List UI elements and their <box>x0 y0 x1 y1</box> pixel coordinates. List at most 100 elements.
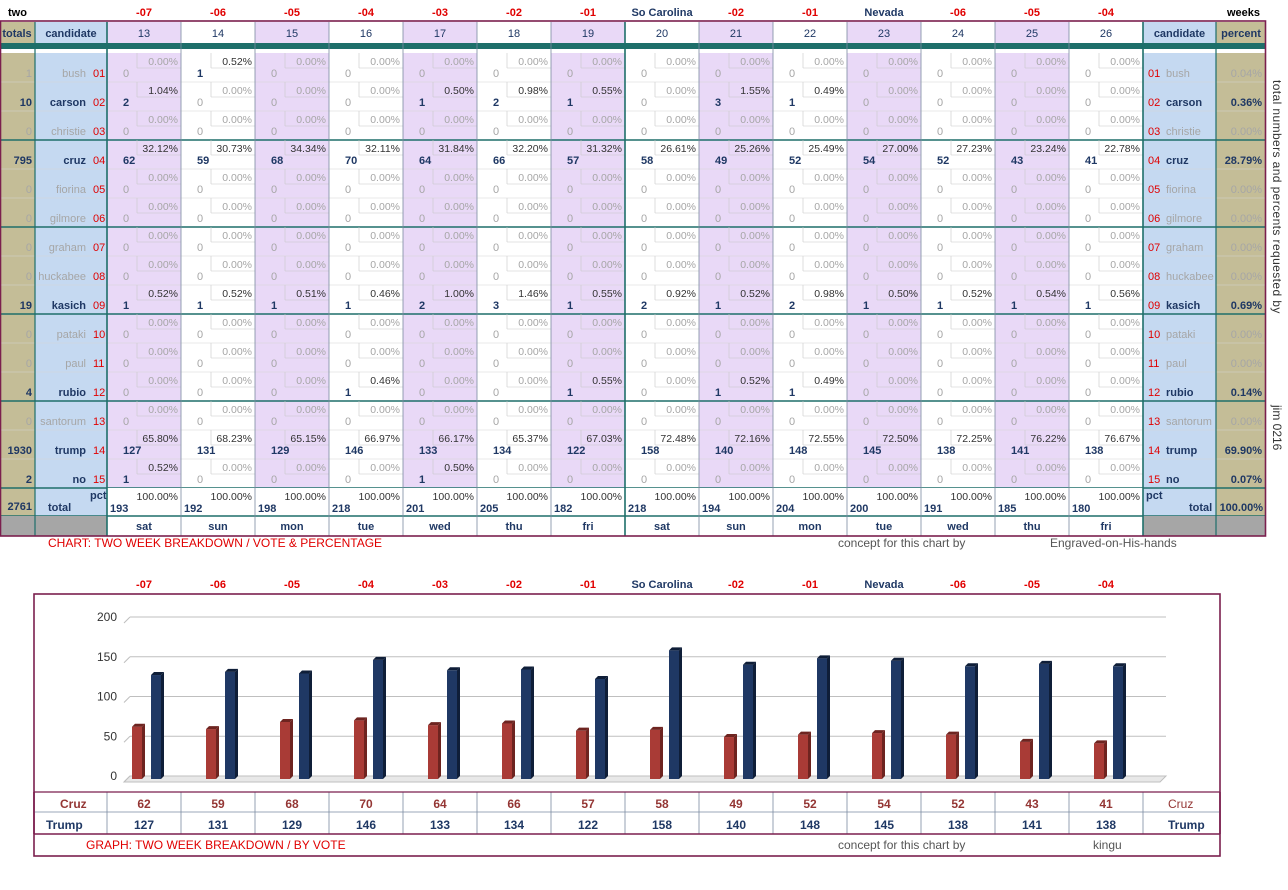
pct-cell: 0.00% <box>518 375 548 387</box>
pct-cell: 0.00% <box>592 404 622 416</box>
pct-cell: 0.00% <box>444 172 474 184</box>
pct-cell: 0.00% <box>592 317 622 329</box>
pct-cell: 0.00% <box>740 404 770 416</box>
vote-cell: 0 <box>1085 329 1091 341</box>
cruz-bar-top <box>502 720 515 724</box>
vote-cell: 0 <box>641 474 647 486</box>
cruz-value: 54 <box>877 797 891 811</box>
vote-cell: 0 <box>1011 358 1017 370</box>
top-label: Nevada <box>864 7 904 19</box>
candidate-name-right: huckabee <box>1166 271 1214 283</box>
candidate-name-right: trump <box>1166 445 1197 457</box>
candidate-percent: 0.00% <box>1231 126 1262 138</box>
vote-cell: 0 <box>863 271 869 283</box>
cruz-bar <box>576 730 586 779</box>
total-vote-cell: 193 <box>110 503 128 515</box>
total-vote-cell: 191 <box>924 503 942 515</box>
candidate-name-right: gilmore <box>1166 213 1202 225</box>
pct-cell: 0.00% <box>666 404 696 416</box>
vote-cell: 0 <box>937 358 943 370</box>
vote-cell: 0 <box>345 184 351 196</box>
trump-bar-top <box>1113 663 1126 667</box>
cruz-bar-side <box>586 727 589 779</box>
pct-cell: 0.00% <box>1036 85 1066 97</box>
cruz-bar-top <box>1094 740 1107 744</box>
pct-cell: 0.00% <box>148 259 178 271</box>
candidate-name: graham <box>49 242 86 254</box>
vote-cell: 158 <box>641 445 659 457</box>
candidate-number: 11 <box>93 358 104 370</box>
pct-cell: 0.00% <box>148 346 178 358</box>
trump-bar-side <box>531 666 534 779</box>
pct-cell: 0.00% <box>148 317 178 329</box>
vote-cell: 0 <box>641 213 647 225</box>
pct-cell: 0.00% <box>370 201 400 213</box>
vote-cell: 0 <box>937 474 943 486</box>
day-column-bg <box>847 53 921 488</box>
pct-cell: 0.00% <box>814 346 844 358</box>
cruz-bar-side <box>1030 738 1033 779</box>
header-col-bg <box>181 22 255 44</box>
vote-cell: 0 <box>345 213 351 225</box>
pct-cell: 0.00% <box>222 259 252 271</box>
vote-cell: 0 <box>1085 242 1091 254</box>
trump-bar-top <box>1039 660 1052 664</box>
total-pct-cell: 100.00% <box>137 491 178 503</box>
total-vote-cell: 198 <box>258 503 276 515</box>
candidate-number-right: 13 <box>1148 416 1160 428</box>
pct-cell: 0.00% <box>1036 114 1066 126</box>
pct-cell: 0.00% <box>666 259 696 271</box>
pct-cell: 0.00% <box>370 85 400 97</box>
total-pct-label: pct <box>90 490 107 502</box>
vote-cell: 0 <box>419 387 425 399</box>
trump-bar-side <box>975 663 978 779</box>
vote-cell: 0 <box>197 387 203 399</box>
vote-cell: 0 <box>345 416 351 428</box>
pct-cell: 1.46% <box>518 288 548 300</box>
candidate-number-right: 03 <box>1148 126 1160 138</box>
day-label: tue <box>876 521 893 533</box>
pct-cell: 0.00% <box>592 462 622 474</box>
candidate-number-right: 08 <box>1148 271 1160 283</box>
header-candidate-right: candidate <box>1154 28 1205 40</box>
vote-cell: 0 <box>567 474 573 486</box>
vote-cell: 1 <box>715 387 721 399</box>
pct-cell: 0.00% <box>444 404 474 416</box>
total-pct-label-right: pct <box>1146 490 1163 502</box>
cruz-value: 64 <box>433 797 447 811</box>
pct-cell: 0.00% <box>1110 375 1140 387</box>
table-border <box>0 20 1267 537</box>
pct-cell: 0.49% <box>814 85 844 97</box>
concept-label-2: concept for this chart by <box>838 838 966 852</box>
candidate-name: santorum <box>40 416 86 428</box>
cruz-bar-top <box>354 717 367 721</box>
vote-cell: 0 <box>345 97 351 109</box>
vote-cell: 0 <box>493 329 499 341</box>
pct-cell: 0.00% <box>740 317 770 329</box>
vote-cell: 0 <box>1085 68 1091 80</box>
cruz-bar <box>798 734 808 779</box>
header-col-bg <box>847 22 921 44</box>
gridline-depth <box>123 735 131 743</box>
pct-cell: 1.00% <box>444 288 474 300</box>
candidate-number-right: 14 <box>1148 445 1160 457</box>
y-tick-label: 150 <box>97 650 117 664</box>
grand-total: 2761 <box>8 501 32 513</box>
vote-cell: 0 <box>789 416 795 428</box>
pct-cell: 0.00% <box>296 317 326 329</box>
candidate-number: 12 <box>93 387 105 399</box>
vote-cell: 0 <box>271 97 277 109</box>
percent-column-bg <box>1216 53 1266 516</box>
vote-cell: 41 <box>1085 155 1097 167</box>
trump-bar-side <box>753 661 756 779</box>
pct-cell: 0.46% <box>370 375 400 387</box>
candidate-total: 0 <box>26 329 32 341</box>
trump-value: 140 <box>726 818 746 832</box>
candidate-total: 1930 <box>8 445 32 457</box>
vote-cell: 1 <box>1085 300 1091 312</box>
vote-cell: 0 <box>641 416 647 428</box>
cruz-row-label-right: Cruz <box>1168 797 1193 811</box>
column-number: 20 <box>656 28 668 40</box>
candidate-name: rubio <box>59 387 87 399</box>
candidate-number-right: 07 <box>1148 242 1160 254</box>
